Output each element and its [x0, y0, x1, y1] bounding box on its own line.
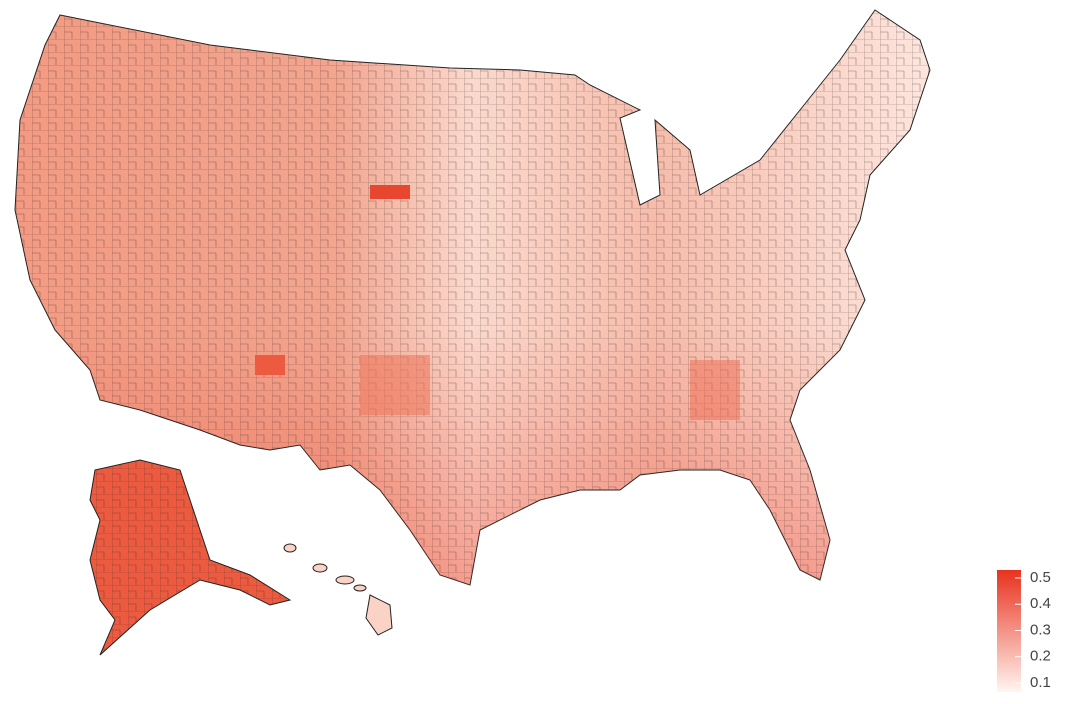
legend-label: 0.2 [1030, 648, 1051, 665]
legend-label: 0.5 [1030, 569, 1051, 586]
alaska [89, 459, 292, 656]
region-shade [255, 355, 285, 375]
legend-label: 0.4 [1030, 595, 1051, 612]
contiguous-us [14, 9, 931, 586]
legend-label: 0.1 [1030, 674, 1051, 691]
legend: 0.5 0.4 0.3 0.2 0.1 [997, 569, 1051, 692]
island [335, 575, 355, 585]
county-borders [15, 10, 930, 585]
island [312, 563, 328, 573]
county-borders [90, 460, 290, 655]
island [365, 594, 393, 636]
hawaii [283, 543, 393, 636]
region-shade [360, 355, 430, 415]
island [283, 543, 297, 553]
region-shade [690, 360, 740, 420]
region-shade [370, 185, 410, 199]
island [353, 584, 367, 592]
legend-label: 0.3 [1030, 621, 1051, 638]
